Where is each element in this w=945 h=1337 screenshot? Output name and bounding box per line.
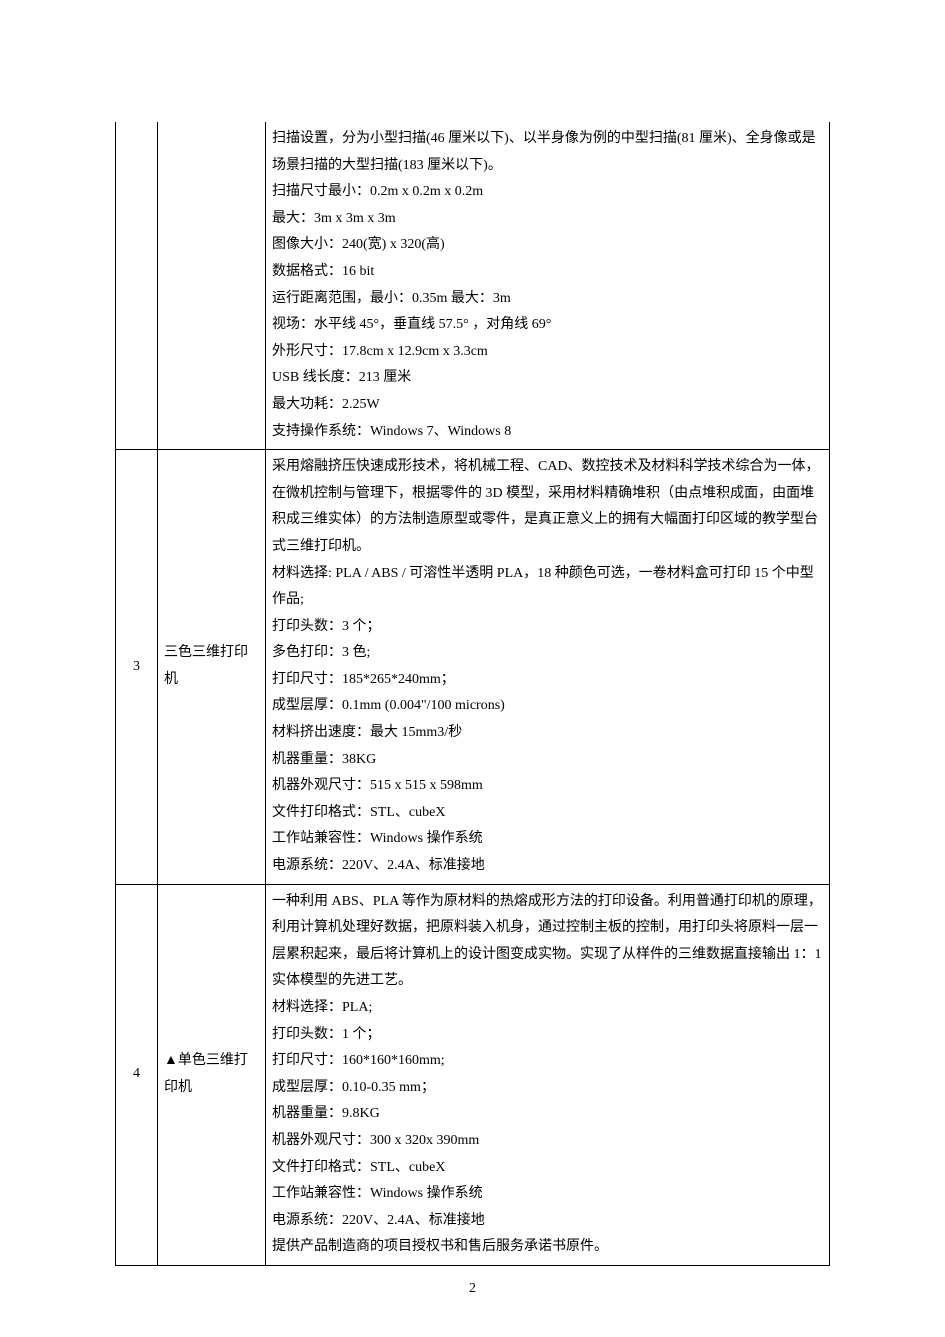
spec-line: 一种利用 ABS、PLA 等作为原材料的热熔成形方法的打印设备。利用普通打印机的… xyxy=(272,889,823,995)
spec-line: 材料选择: PLA / ABS / 可溶性半透明 PLA，18 种颜色可选，一卷… xyxy=(272,561,823,614)
row-name-cell xyxy=(158,122,266,450)
row-spec-cell: 一种利用 ABS、PLA 等作为原材料的热熔成形方法的打印设备。利用普通打印机的… xyxy=(266,884,830,1265)
spec-line: 最大：3m x 3m x 3m xyxy=(272,206,823,233)
spec-line: 机器外观尺寸：515 x 515 x 598mm xyxy=(272,773,823,800)
spec-line: 外形尺寸：17.8cm x 12.9cm x 3.3cm xyxy=(272,339,823,366)
specification-table: 扫描设置，分为小型扫描(46 厘米以下)、以半身像为例的中型扫描(81 厘米)、… xyxy=(115,122,830,1266)
spec-line: 多色打印：3 色; xyxy=(272,640,823,667)
spec-line: 扫描设置，分为小型扫描(46 厘米以下)、以半身像为例的中型扫描(81 厘米)、… xyxy=(272,126,823,179)
row-spec-cell: 采用熔融挤压快速成形技术，将机械工程、CAD、数控技术及材料科学技术综合为一体，… xyxy=(266,450,830,885)
page-content: 扫描设置，分为小型扫描(46 厘米以下)、以半身像为例的中型扫描(81 厘米)、… xyxy=(0,0,945,1266)
table-row: 4▲单色三维打印机一种利用 ABS、PLA 等作为原材料的热熔成形方法的打印设备… xyxy=(116,884,830,1265)
spec-line: 电源系统：220V、2.4A、标准接地 xyxy=(272,1208,823,1235)
spec-line: 材料选择：PLA; xyxy=(272,995,823,1022)
spec-line: 图像大小：240(宽) x 320(高) xyxy=(272,232,823,259)
spec-line: 工作站兼容性：Windows 操作系统 xyxy=(272,1181,823,1208)
spec-line: 成型层厚：0.1mm (0.004"/100 microns) xyxy=(272,693,823,720)
spec-line: 工作站兼容性：Windows 操作系统 xyxy=(272,826,823,853)
spec-line: 视场：水平线 45°，垂直线 57.5° ，对角线 69° xyxy=(272,312,823,339)
spec-line: 电源系统：220V、2.4A、标准接地 xyxy=(272,853,823,880)
spec-line: 文件打印格式：STL、cubeX xyxy=(272,1155,823,1182)
spec-line: 打印头数：3 个； xyxy=(272,614,823,641)
spec-line: 机器重量：9.8KG xyxy=(272,1101,823,1128)
spec-line: 最大功耗：2.25W xyxy=(272,392,823,419)
table-row: 3三色三维打印机采用熔融挤压快速成形技术，将机械工程、CAD、数控技术及材料科学… xyxy=(116,450,830,885)
row-number-cell: 4 xyxy=(116,884,158,1265)
page-number: 2 xyxy=(469,1281,476,1297)
spec-line: 材料挤出速度：最大 15mm3/秒 xyxy=(272,720,823,747)
row-name-cell: ▲单色三维打印机 xyxy=(158,884,266,1265)
row-number-cell xyxy=(116,122,158,450)
spec-line: 文件打印格式：STL、cubeX xyxy=(272,800,823,827)
row-spec-cell: 扫描设置，分为小型扫描(46 厘米以下)、以半身像为例的中型扫描(81 厘米)、… xyxy=(266,122,830,450)
spec-line: 支持操作系统：Windows 7、Windows 8 xyxy=(272,419,823,446)
spec-line: 机器外观尺寸：300 x 320x 390mm xyxy=(272,1128,823,1155)
row-number-cell: 3 xyxy=(116,450,158,885)
row-name-cell: 三色三维打印机 xyxy=(158,450,266,885)
spec-line: 成型层厚：0.10-0.35 mm； xyxy=(272,1075,823,1102)
spec-line: 机器重量：38KG xyxy=(272,747,823,774)
spec-line: 提供产品制造商的项目授权书和售后服务承诺书原件。 xyxy=(272,1234,823,1261)
spec-line: 打印尺寸：160*160*160mm; xyxy=(272,1048,823,1075)
spec-line: 打印尺寸：185*265*240mm； xyxy=(272,667,823,694)
table-row: 扫描设置，分为小型扫描(46 厘米以下)、以半身像为例的中型扫描(81 厘米)、… xyxy=(116,122,830,450)
spec-line: 扫描尺寸最小：0.2m x 0.2m x 0.2m xyxy=(272,179,823,206)
spec-line: 采用熔融挤压快速成形技术，将机械工程、CAD、数控技术及材料科学技术综合为一体，… xyxy=(272,454,823,560)
spec-line: 数据格式：16 bit xyxy=(272,259,823,286)
spec-line: 运行距离范围，最小：0.35m 最大：3m xyxy=(272,286,823,313)
spec-line: 打印头数：1 个； xyxy=(272,1022,823,1049)
table-body: 扫描设置，分为小型扫描(46 厘米以下)、以半身像为例的中型扫描(81 厘米)、… xyxy=(116,122,830,1265)
spec-line: USB 线长度：213 厘米 xyxy=(272,365,823,392)
